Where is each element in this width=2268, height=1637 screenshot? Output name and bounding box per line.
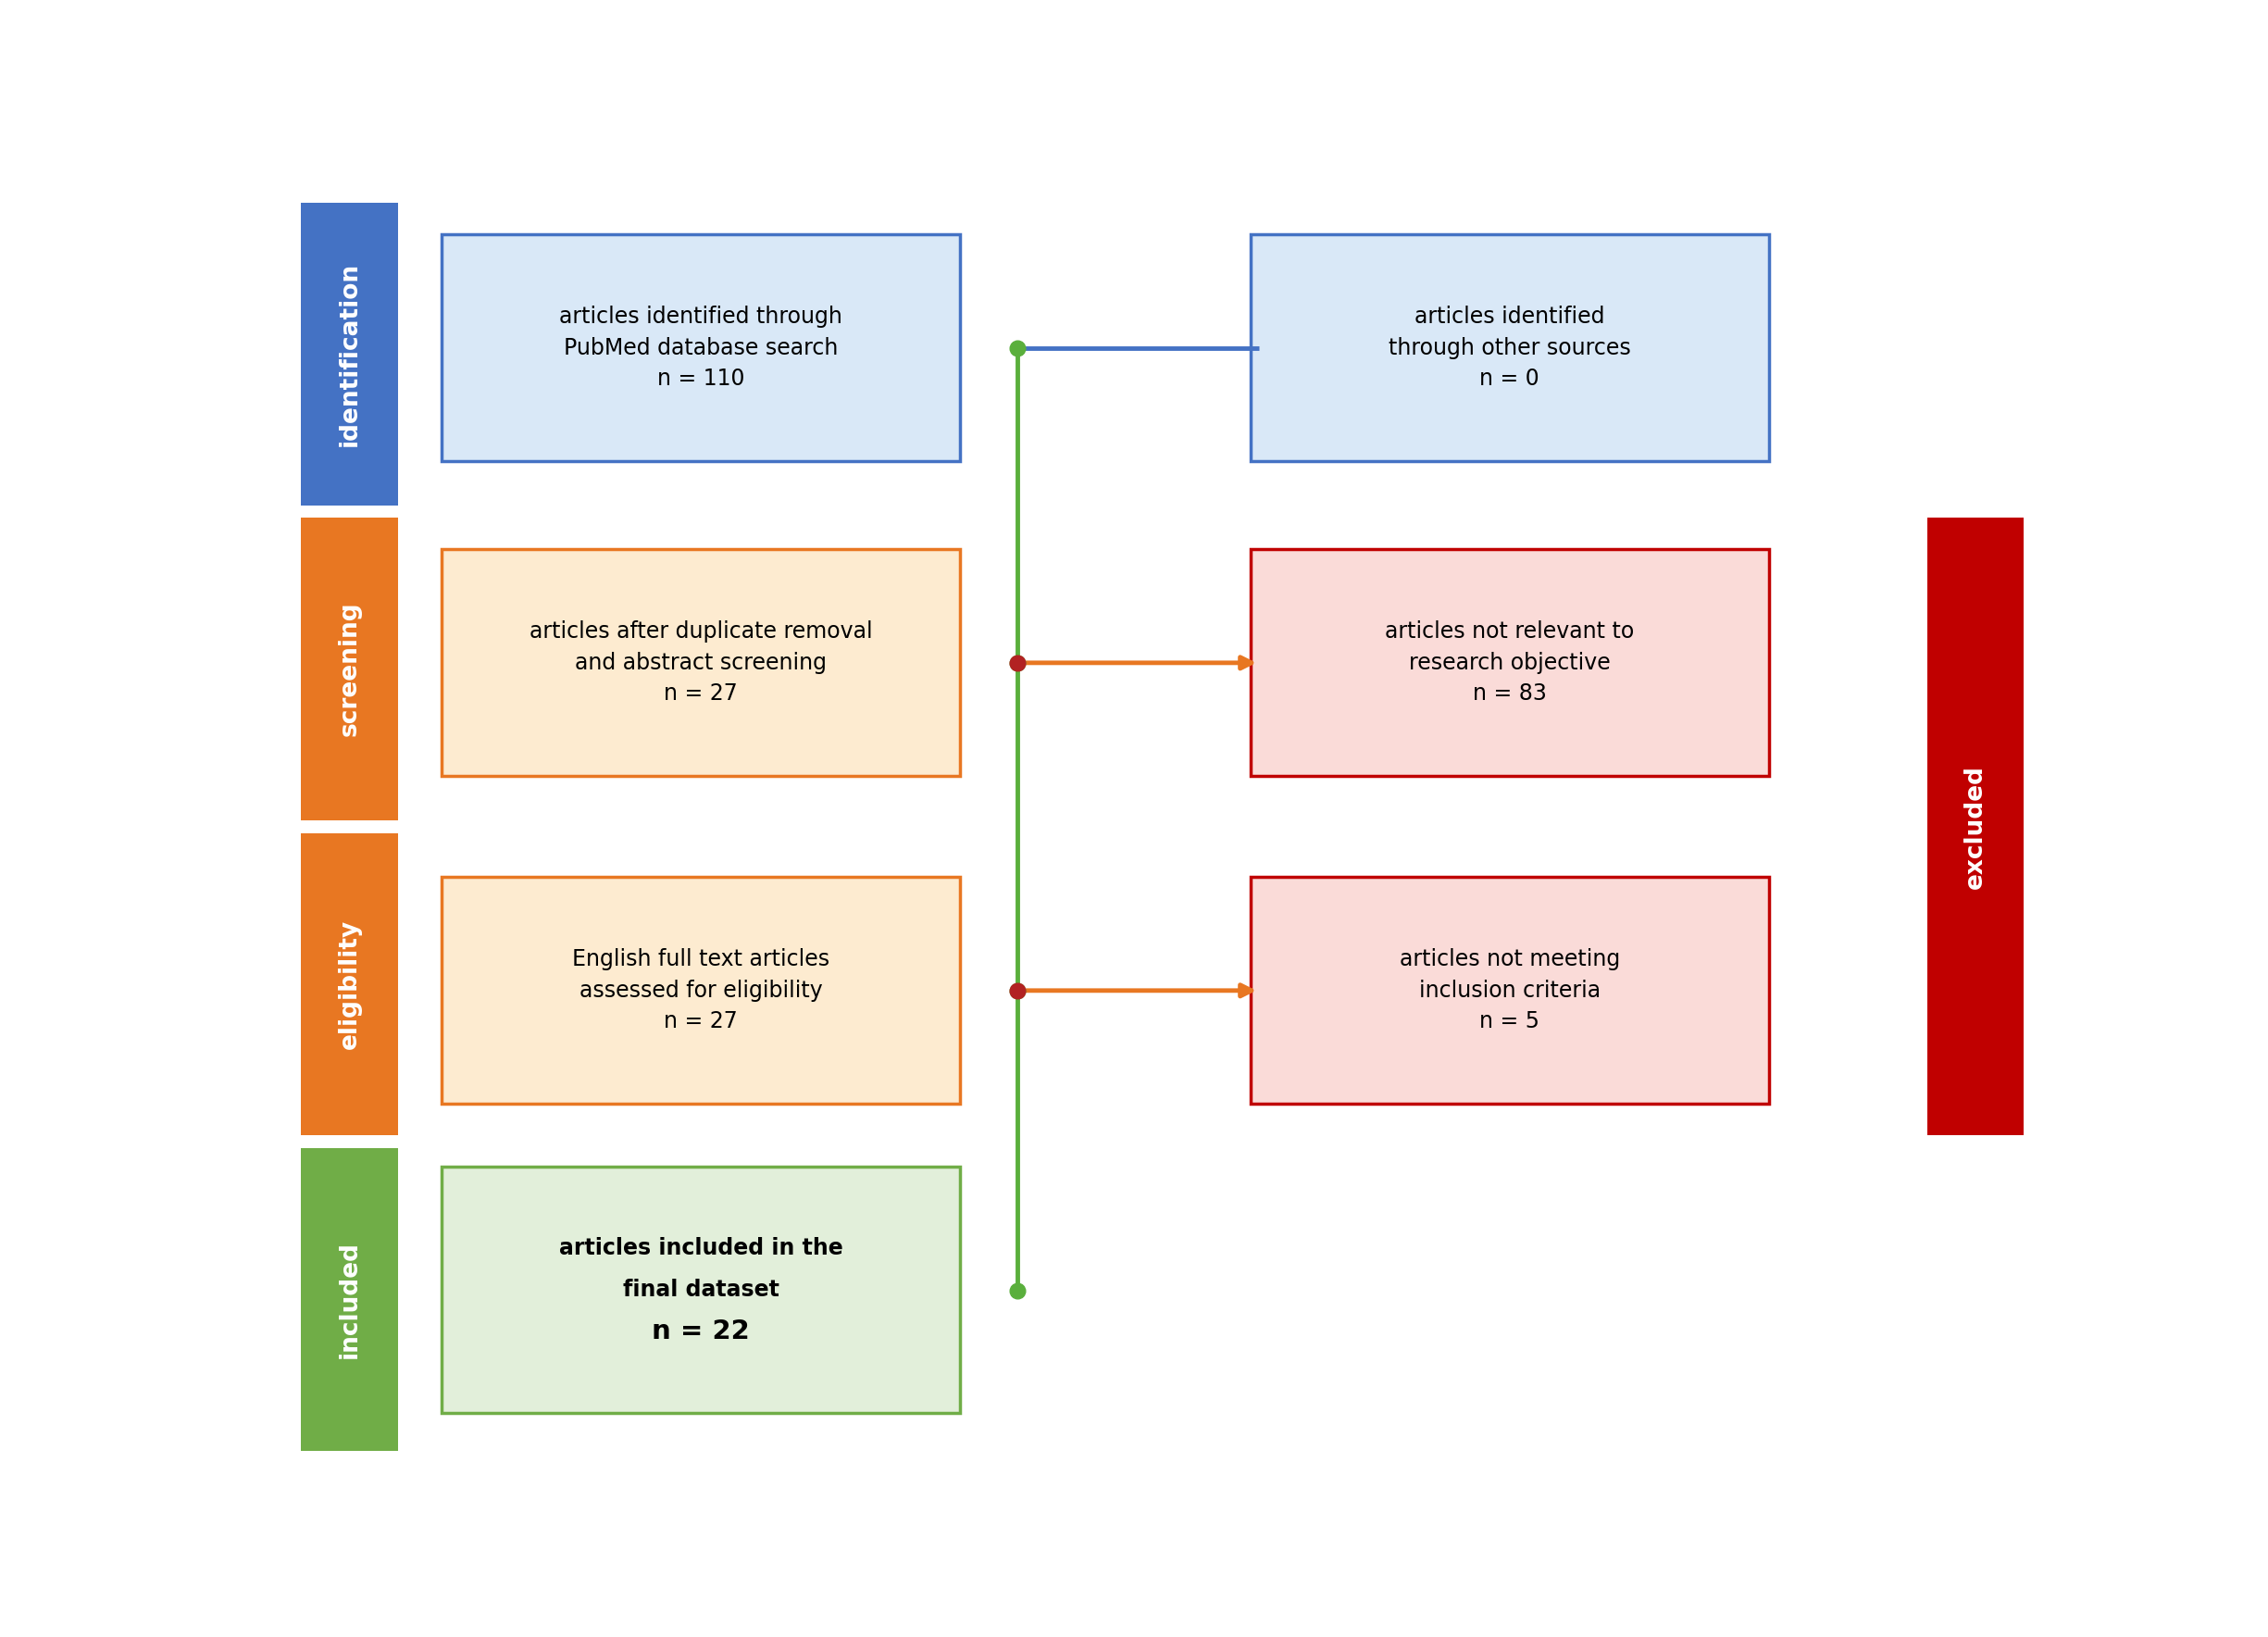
Text: eligibility: eligibility (338, 920, 361, 1049)
Text: articles after duplicate removal
and abstract screening
n = 27: articles after duplicate removal and abs… (528, 620, 873, 706)
Text: final dataset: final dataset (624, 1278, 780, 1301)
Text: n = 22: n = 22 (651, 1318, 751, 1344)
Bar (302, 833, 397, 1136)
FancyBboxPatch shape (442, 877, 959, 1103)
Text: identification: identification (338, 262, 361, 447)
FancyBboxPatch shape (442, 1167, 959, 1413)
FancyBboxPatch shape (1250, 550, 1769, 776)
Bar (302, 1148, 397, 1450)
Text: screening: screening (338, 602, 361, 737)
Text: articles identified
through other sources
n = 0: articles identified through other source… (1388, 306, 1631, 390)
FancyBboxPatch shape (442, 234, 959, 462)
Bar (1928, 517, 2023, 1136)
Text: articles not relevant to
research objective
n = 83: articles not relevant to research object… (1386, 620, 1635, 706)
FancyBboxPatch shape (1250, 234, 1769, 462)
Text: articles not meeting
inclusion criteria
n = 5: articles not meeting inclusion criteria … (1399, 948, 1619, 1033)
Text: included: included (338, 1241, 361, 1359)
Text: articles included in the: articles included in the (558, 1238, 844, 1259)
Bar (302, 203, 397, 506)
Bar (302, 517, 397, 820)
Text: English full text articles
assessed for eligibility
n = 27: English full text articles assessed for … (572, 948, 830, 1033)
Text: articles identified through
PubMed database search
n = 110: articles identified through PubMed datab… (560, 306, 841, 390)
FancyBboxPatch shape (1250, 877, 1769, 1103)
Text: excluded: excluded (1964, 764, 1987, 889)
FancyBboxPatch shape (442, 550, 959, 776)
